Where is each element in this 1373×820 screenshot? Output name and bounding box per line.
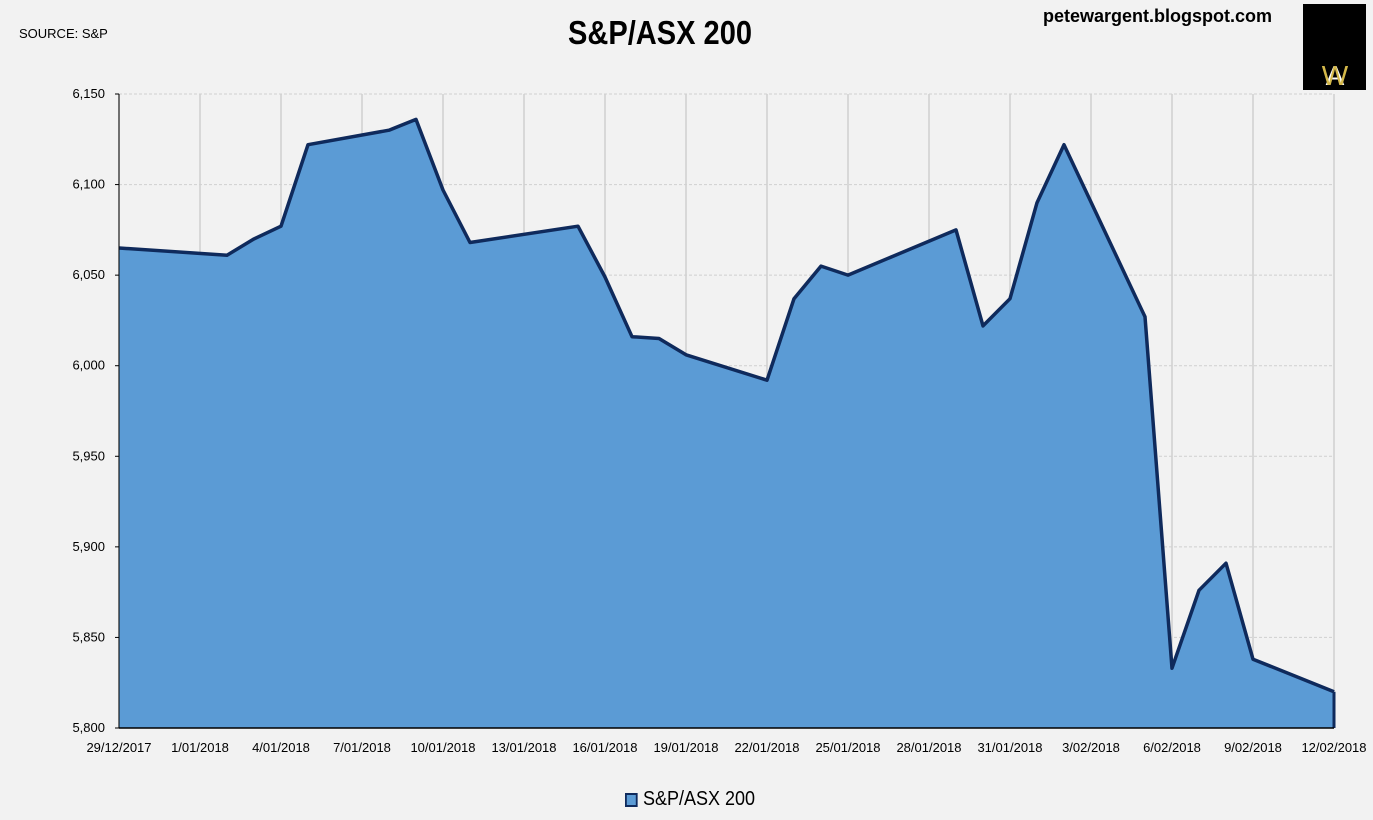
chart-title: S&P/ASX 200 (567, 14, 753, 51)
y-tick-label: 6,050 (72, 267, 105, 282)
x-tick-label: 31/01/2018 (977, 740, 1042, 755)
x-tick-label: 28/01/2018 (896, 740, 961, 755)
x-tick-label: 7/01/2018 (333, 740, 391, 755)
logo-letter-w: W (1321, 60, 1348, 91)
x-tick-labels: 29/12/2017 1/01/2018 4/01/2018 7/01/2018 10/… (86, 740, 1366, 755)
x-tick-label: 16/01/2018 (572, 740, 637, 755)
series-line (118, 117, 1335, 694)
x-tick-label: 6/02/2018 (1143, 740, 1201, 755)
x-tick-label: 19/01/2018 (653, 740, 718, 755)
legend-swatch (625, 792, 638, 807)
x-tick-label: 13/01/2018 (491, 740, 556, 755)
x-tick-label: 25/01/2018 (815, 740, 880, 755)
y-tick-label: 6,150 (72, 86, 105, 101)
axes (115, 93, 1334, 729)
x-tick-label: 22/01/2018 (734, 740, 799, 755)
area-fill (119, 119, 1334, 728)
y-tick-label: 6,000 (72, 358, 105, 373)
logo-letter-a: A (1325, 60, 1345, 91)
source-note: SOURCE: S&P (19, 26, 108, 41)
y-tick-label: 5,800 (72, 720, 105, 735)
legend: S&P/ASX 200 (625, 788, 755, 811)
blog-url[interactable]: petewargent.blogspot.com (1043, 6, 1273, 26)
y-tick-label: 5,850 (72, 629, 105, 644)
x-tick-label: 1/01/2018 (171, 740, 229, 755)
x-tick-label: 4/01/2018 (252, 740, 310, 755)
y-tick-label: 6,100 (72, 177, 105, 192)
x-tick-label: 29/12/2017 (86, 740, 151, 755)
x-tick-label: 12/02/2018 (1301, 740, 1366, 755)
y-tick-label: 5,900 (72, 539, 105, 554)
x-tick-label: 3/02/2018 (1062, 740, 1120, 755)
x-tick-label: 10/01/2018 (410, 740, 475, 755)
x-tick-label: 9/02/2018 (1224, 740, 1282, 755)
y-tick-label: 5,950 (72, 448, 105, 463)
legend-label: S&P/ASX 200 (643, 788, 756, 810)
series-area (118, 117, 1336, 728)
y-tick-labels: 5,800 5,850 5,900 5,950 6,000 6,050 6,100 6,150 (72, 86, 105, 735)
